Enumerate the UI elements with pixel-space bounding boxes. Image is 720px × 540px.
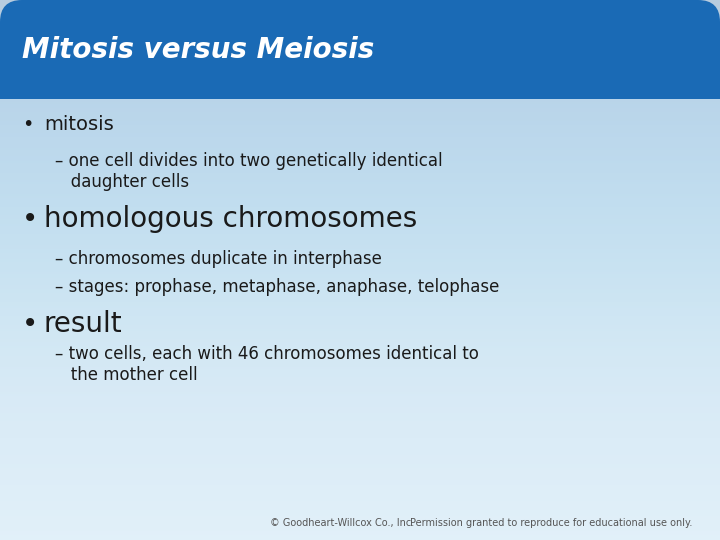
- Text: – one cell divides into two genetically identical
   daughter cells: – one cell divides into two genetically …: [55, 152, 443, 191]
- Text: •: •: [22, 115, 33, 134]
- Text: mitosis: mitosis: [44, 115, 114, 134]
- Text: •: •: [22, 205, 38, 233]
- Text: © Goodheart-Willcox Co., Inc.: © Goodheart-Willcox Co., Inc.: [270, 518, 414, 528]
- Text: •: •: [22, 310, 38, 338]
- Bar: [0, 77, 720, 99]
- Text: – chromosomes duplicate in interphase: – chromosomes duplicate in interphase: [55, 250, 382, 268]
- Text: Mitosis versus Meiosis: Mitosis versus Meiosis: [22, 36, 374, 64]
- Text: – stages: prophase, metaphase, anaphase, telophase: – stages: prophase, metaphase, anaphase,…: [55, 278, 500, 296]
- FancyBboxPatch shape: [0, 0, 720, 99]
- Text: result: result: [44, 310, 122, 338]
- Text: – two cells, each with 46 chromosomes identical to
   the mother cell: – two cells, each with 46 chromosomes id…: [55, 345, 479, 384]
- Text: Permission granted to reproduce for educational use only.: Permission granted to reproduce for educ…: [410, 518, 693, 528]
- Text: homologous chromosomes: homologous chromosomes: [44, 205, 418, 233]
